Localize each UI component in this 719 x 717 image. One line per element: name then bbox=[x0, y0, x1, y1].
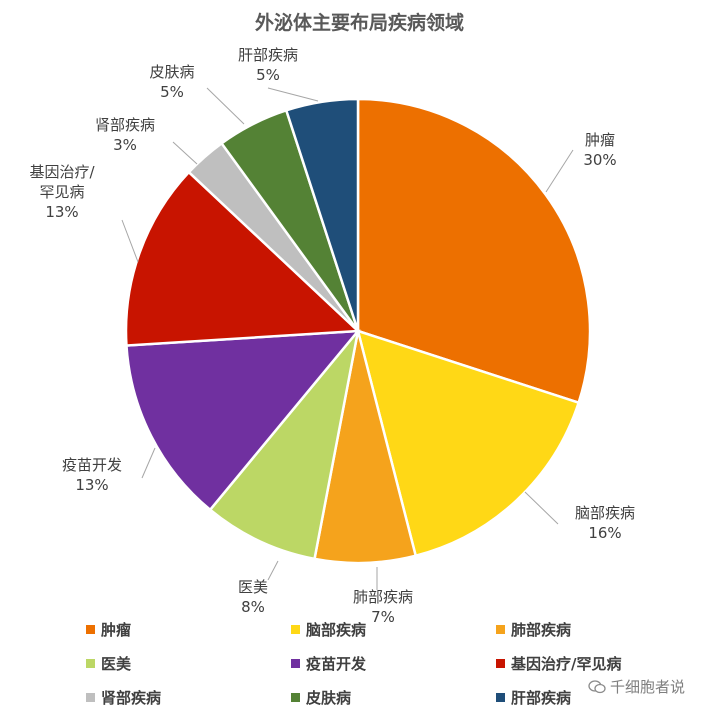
slice-label: 基因治疗/罕见病 13% bbox=[29, 163, 95, 221]
legend-label: 肾部疾病 bbox=[101, 688, 162, 707]
legend-item: 基因治疗/罕见病 bbox=[496, 652, 686, 674]
legend-label: 医美 bbox=[101, 654, 132, 673]
legend-item: 皮肤病 bbox=[291, 686, 496, 708]
leader-line bbox=[267, 560, 279, 581]
watermark: 千细胞者说 bbox=[588, 676, 685, 697]
pie-slice bbox=[124, 170, 361, 347]
legend-swatch bbox=[291, 692, 300, 702]
pie-slice bbox=[284, 97, 360, 332]
legend-label: 基因治疗/罕见病 bbox=[511, 654, 622, 673]
pie-slice bbox=[356, 329, 581, 558]
leader-line bbox=[524, 491, 559, 525]
leader-line bbox=[267, 87, 319, 102]
slice-label: 医美 8% bbox=[238, 578, 268, 616]
legend-swatch bbox=[86, 624, 95, 634]
chart-title: 外泌体主要布局疾病领域 bbox=[254, 12, 464, 34]
slice-label: 脑部疾病 16% bbox=[575, 504, 635, 542]
leader-line bbox=[206, 87, 245, 125]
legend-swatch bbox=[496, 624, 505, 634]
chart-legend: 肿瘤 脑部疾病 肺部疾病医美 疫苗开发 基因治疗/罕见病肾部疾病 皮肤病 肝部疾病 bbox=[86, 618, 686, 708]
legend-swatch bbox=[291, 624, 300, 634]
legend-swatch bbox=[496, 692, 505, 702]
slice-label: 肾部疾病 3% bbox=[95, 116, 155, 154]
pie-slice bbox=[313, 330, 418, 565]
legend-label: 肝部疾病 bbox=[511, 688, 572, 707]
leader-line bbox=[141, 447, 156, 479]
slice-label: 肺部疾病 7% bbox=[353, 588, 413, 626]
legend-swatch bbox=[86, 658, 95, 668]
legend-swatch bbox=[86, 692, 95, 702]
leader-line bbox=[545, 149, 574, 193]
pie-slice bbox=[356, 97, 592, 405]
legend-label: 肿瘤 bbox=[101, 620, 132, 639]
legend-swatch bbox=[291, 658, 300, 668]
legend-item: 肾部疾病 bbox=[86, 686, 291, 708]
leader-line bbox=[172, 141, 198, 165]
slice-label: 肝部疾病 5% bbox=[238, 46, 298, 84]
legend-item: 肝部疾病 bbox=[496, 686, 686, 708]
slice-label: 皮肤病 5% bbox=[149, 63, 194, 101]
legend-swatch bbox=[496, 658, 505, 668]
legend-item: 脑部疾病 bbox=[291, 618, 496, 640]
slice-label: 疫苗开发 13% bbox=[62, 456, 122, 494]
watermark-text: 千细胞者说 bbox=[610, 678, 686, 696]
legend-item: 肿瘤 bbox=[86, 618, 291, 640]
chat-bubble-icon bbox=[588, 679, 606, 693]
legend-label: 脑部疾病 bbox=[306, 620, 367, 639]
legend-item: 肺部疾病 bbox=[496, 618, 686, 640]
legend-label: 皮肤病 bbox=[306, 688, 352, 707]
legend-item: 疫苗开发 bbox=[291, 652, 496, 674]
pie-slice bbox=[208, 330, 360, 561]
leader-line bbox=[121, 219, 139, 263]
legend-label: 疫苗开发 bbox=[306, 654, 367, 673]
legend-item: 医美 bbox=[86, 652, 291, 674]
legend-label: 肺部疾病 bbox=[511, 620, 572, 639]
slice-label: 肿瘤 30% bbox=[583, 131, 616, 169]
pie-slice bbox=[125, 329, 361, 512]
